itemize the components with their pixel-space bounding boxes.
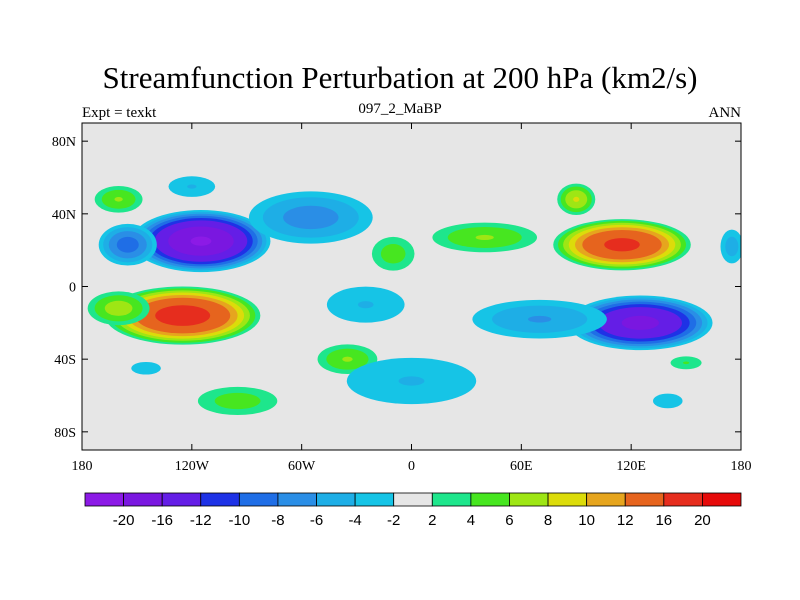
contour-band-15-2	[342, 356, 353, 362]
y-tick-label: 40N	[52, 208, 76, 223]
x-tick-label: 60E	[510, 459, 533, 474]
colorbar-label: 8	[544, 512, 552, 529]
colorbar-label: 2	[428, 512, 436, 529]
contour-fills	[87, 176, 741, 416]
contour-band-2-2	[114, 196, 123, 202]
contour-band-10-3	[573, 196, 580, 202]
colorbar-swatch	[316, 492, 356, 507]
experiment-label: Expt = texkt	[82, 105, 157, 121]
contour-band-13-2	[527, 315, 552, 323]
colorbar-label: 6	[505, 512, 513, 529]
season-label: ANN	[708, 105, 742, 121]
x-tick-label: 60W	[288, 459, 316, 474]
colorbar-label: 10	[578, 512, 595, 529]
contour-band-11-1	[725, 236, 739, 257]
colorbar-swatch	[277, 492, 317, 507]
case-label: 097_2_MaBP	[358, 101, 442, 117]
colorbar-label: -10	[229, 512, 251, 529]
colorbar-label: 20	[694, 512, 711, 529]
y-tick-label: 80N	[52, 135, 76, 150]
contour-band-18-1	[214, 392, 261, 410]
colorbar-swatch	[431, 492, 472, 507]
contour-band-21-1	[187, 184, 197, 189]
colorbar-swatch	[586, 492, 626, 507]
colorbar-swatch	[509, 492, 549, 507]
contour-band-17-0	[131, 361, 161, 375]
colorbar-swatch	[123, 492, 163, 507]
colorbar-swatch	[393, 492, 433, 507]
colorbar-label: -20	[113, 512, 135, 529]
colorbar-label: 12	[617, 512, 634, 529]
colorbar-swatch	[470, 492, 510, 507]
y-tick-label: 80S	[54, 426, 76, 441]
x-tick-label: 0	[408, 459, 415, 474]
contour-band-3-6	[155, 305, 211, 326]
chart-title: Streamfunction Perturbation at 200 hPa (…	[102, 60, 698, 95]
contour-band-9-2	[475, 234, 494, 241]
colorbar-label: -8	[271, 512, 284, 529]
colorbar-label: -4	[348, 512, 361, 529]
colorbar-swatch	[547, 492, 588, 507]
contour-band-6-2	[283, 205, 339, 230]
contour-band-12-6	[621, 315, 659, 330]
colorbar-swatch	[238, 492, 279, 507]
y-tick-label: 0	[69, 281, 76, 296]
colorbar-label: -12	[190, 512, 212, 529]
x-tick-label: 120E	[616, 459, 646, 474]
colorbar-label: -16	[151, 512, 173, 529]
x-tick-label: 180	[72, 459, 93, 474]
colorbar-label: -6	[310, 512, 323, 529]
colorbar-swatch	[354, 492, 395, 507]
colorbar-swatch	[663, 492, 703, 507]
y-tick-label: 40S	[54, 353, 76, 368]
contour-band-19-0	[652, 393, 683, 409]
colorbar-swatch	[84, 492, 124, 507]
colorbar-label: 16	[655, 512, 672, 529]
contour-band-14-1	[357, 301, 374, 309]
contour-band-20-1	[682, 361, 690, 365]
colorbar-swatch	[702, 492, 742, 507]
colorbar-swatch	[200, 492, 240, 507]
colorbar-swatch	[161, 492, 202, 507]
x-tick-label: 180	[731, 459, 752, 474]
contour-band-0-7	[190, 236, 212, 246]
colorbar-label: 4	[467, 512, 475, 529]
contour-band-4-2	[104, 300, 133, 316]
contour-band-1-3	[116, 236, 139, 253]
contour-band-16-1	[398, 376, 425, 386]
contour-band-7-1	[380, 244, 406, 264]
colorbar-swatch	[624, 492, 665, 507]
x-tick-label: 120W	[175, 459, 210, 474]
colorbar-label: -2	[387, 512, 400, 529]
contour-band-8-6	[604, 238, 640, 252]
